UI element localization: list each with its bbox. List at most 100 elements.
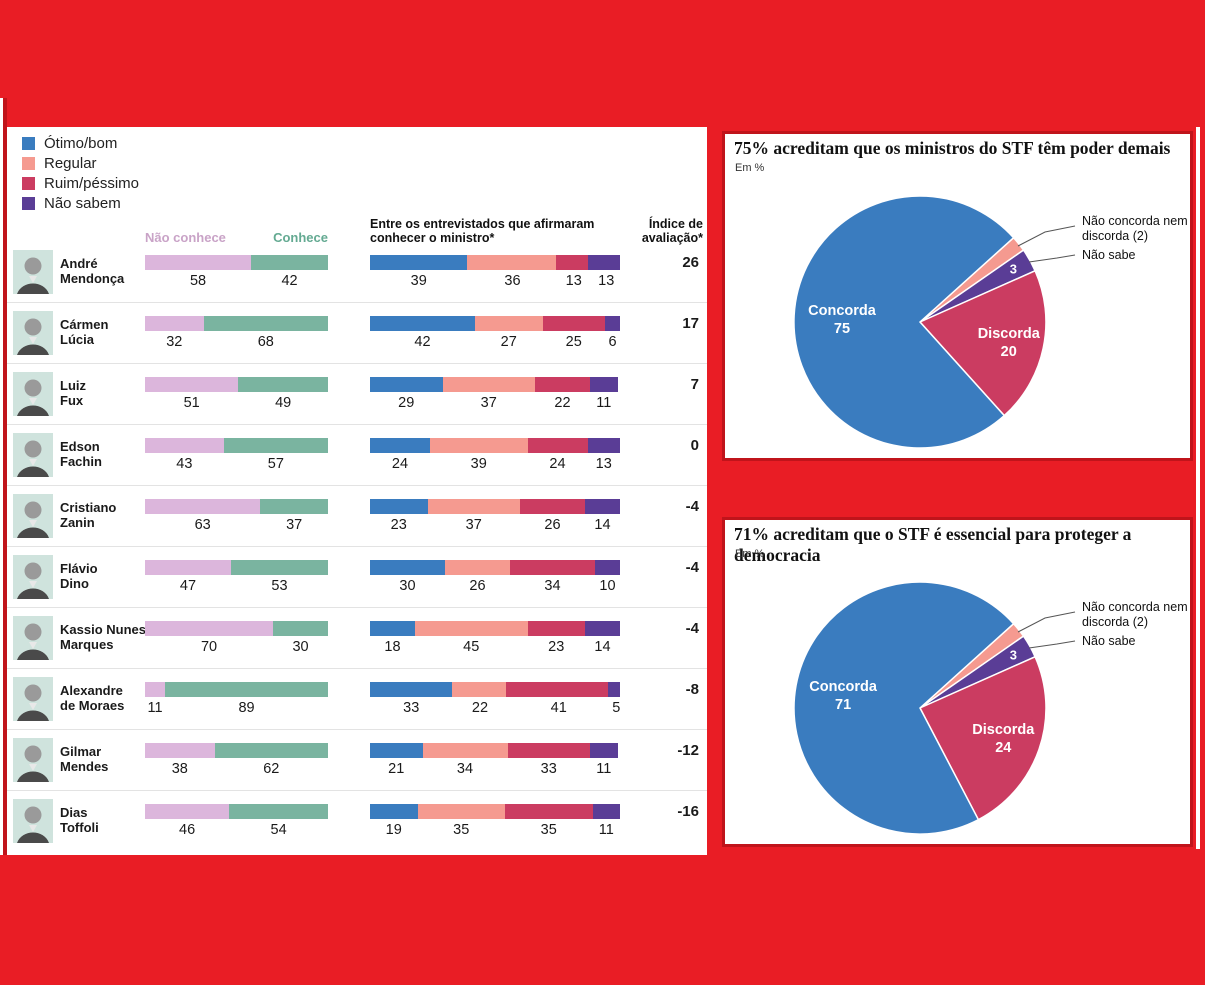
awareness-value-labels: 58 42 xyxy=(145,273,328,291)
evaluation-stacked-bar xyxy=(370,377,620,392)
bar-segment xyxy=(542,316,605,331)
minister-row: Cármen Lúcia 32 68 42 27 25 6 17 xyxy=(7,303,707,364)
legend-item: Ruim/péssimo xyxy=(22,173,139,193)
value-label: 39 xyxy=(410,273,427,289)
bar-segment xyxy=(417,804,505,819)
evaluation-section-header-line2: conhecer o ministro* xyxy=(370,231,495,245)
minister-row: Cristiano Zanin 63 37 23 37 26 14 -4 xyxy=(7,486,707,547)
bar-segment xyxy=(145,682,166,697)
bar-segment xyxy=(587,438,620,453)
person-silhouette-icon xyxy=(13,555,53,599)
pie-slice-name-label: Discorda xyxy=(978,326,1041,342)
evaluation-index-value: -12 xyxy=(677,742,699,759)
bar-segment xyxy=(607,682,620,697)
bar-segment xyxy=(527,621,585,636)
pie-chart-unit-label: Em % xyxy=(735,162,765,174)
minister-photo xyxy=(13,311,53,355)
bar-segment xyxy=(260,499,328,514)
minister-photo xyxy=(13,250,53,294)
minister-photo xyxy=(13,799,53,843)
pie-chart: 3 Discorda 24 Concorda 71 xyxy=(793,581,1076,835)
bar-segment xyxy=(585,499,620,514)
evaluation-index-header-line1: Índice de xyxy=(648,217,703,231)
nao-conhece-header: Não conhece xyxy=(145,230,226,245)
bar-segment xyxy=(535,377,590,392)
evaluation-index-header-line2: avaliação* xyxy=(641,231,703,245)
value-label: 19 xyxy=(385,822,402,838)
evaluation-value-labels: 30 26 34 10 xyxy=(370,578,620,596)
evaluation-index-value: 26 xyxy=(682,254,699,271)
value-label: 34 xyxy=(544,578,561,594)
awareness-bar xyxy=(145,560,328,575)
awareness-bar xyxy=(145,804,328,819)
awareness-bar xyxy=(145,377,328,392)
bar-segment xyxy=(370,377,443,392)
minister-row: Luiz Fux 51 49 29 37 22 11 7 xyxy=(7,364,707,425)
bar-segment xyxy=(505,804,593,819)
minister-photo xyxy=(13,494,53,538)
pie-slice-name-label: Concorda xyxy=(808,303,877,319)
awareness-bar xyxy=(145,499,328,514)
legend-label: Ótimo/bom xyxy=(44,134,118,152)
awareness-bar xyxy=(145,255,328,270)
bar-segment xyxy=(595,560,620,575)
value-label: 32 xyxy=(166,334,183,350)
bar-segment xyxy=(223,438,328,453)
value-label: 46 xyxy=(179,822,196,838)
bar-segment xyxy=(422,743,508,758)
value-label: 11 xyxy=(596,761,612,777)
legend-item: Ótimo/bom xyxy=(22,133,139,153)
value-label: 26 xyxy=(469,578,486,594)
value-label: 70 xyxy=(200,639,218,655)
value-label: 13 xyxy=(565,273,582,289)
value-label: 68 xyxy=(257,334,274,350)
pie-slice-value-label: 71 xyxy=(835,697,851,713)
pie-inner-labels: 3 Discorda 20 Concorda 75 xyxy=(808,261,1041,359)
value-label: 30 xyxy=(399,578,416,594)
value-label: 11 xyxy=(147,700,163,716)
value-label: 24 xyxy=(549,456,566,472)
person-silhouette-icon xyxy=(13,616,53,660)
pie-slice-value-label: 3 xyxy=(1010,261,1017,276)
value-label: 14 xyxy=(594,639,611,655)
evaluation-index-value: 17 xyxy=(682,315,699,332)
minister-row: André Mendonça 58 42 39 36 13 13 26 xyxy=(7,242,707,303)
bar-segment xyxy=(145,499,261,514)
minister-name: Alexandre de Moraes xyxy=(60,683,125,713)
value-label: 89 xyxy=(238,700,255,716)
value-label: 29 xyxy=(398,395,415,411)
pie-chart-title: 71% acreditam que o STF é essencial para… xyxy=(734,524,1132,565)
bar-segment xyxy=(592,804,620,819)
value-label: 33 xyxy=(403,700,420,716)
evaluation-stacked-bar xyxy=(370,682,620,697)
bar-segment xyxy=(370,743,423,758)
pie-slices xyxy=(793,195,1047,449)
evaluation-stacked-bar xyxy=(370,255,620,270)
bar-segment xyxy=(520,499,585,514)
evaluation-value-labels: 39 36 13 13 xyxy=(370,273,620,291)
bar-segment xyxy=(231,560,328,575)
bar-segment xyxy=(145,560,231,575)
bar-segment xyxy=(590,377,618,392)
awareness-value-labels: 38 62 xyxy=(145,761,328,779)
pie-slice-concorda xyxy=(793,581,1015,835)
value-label: 13 xyxy=(598,273,615,289)
right-edge-white-strip xyxy=(1196,127,1200,849)
awareness-value-labels: 32 68 xyxy=(145,334,328,352)
minister-name: Edson Fachin xyxy=(60,439,102,469)
bar-segment xyxy=(445,560,510,575)
bar-segment xyxy=(585,621,620,636)
pie-slice-discorda xyxy=(918,655,1047,821)
minister-row: Gilmar Mendes 38 62 21 34 33 11 -12 xyxy=(7,730,707,791)
bar-segment xyxy=(590,743,618,758)
bar-segment xyxy=(203,316,328,331)
bar-segment xyxy=(605,316,620,331)
person-silhouette-icon xyxy=(13,250,53,294)
pie-slice-name-label: Discorda xyxy=(972,722,1035,738)
legend-label: Ruim/péssimo xyxy=(44,174,140,192)
legend-label: Não sabem xyxy=(44,194,121,212)
evaluation-value-labels: 33 22 41 5 xyxy=(370,700,620,718)
person-silhouette-icon xyxy=(13,311,53,355)
value-label: 58 xyxy=(189,273,207,289)
evaluation-stacked-bar xyxy=(370,499,620,514)
